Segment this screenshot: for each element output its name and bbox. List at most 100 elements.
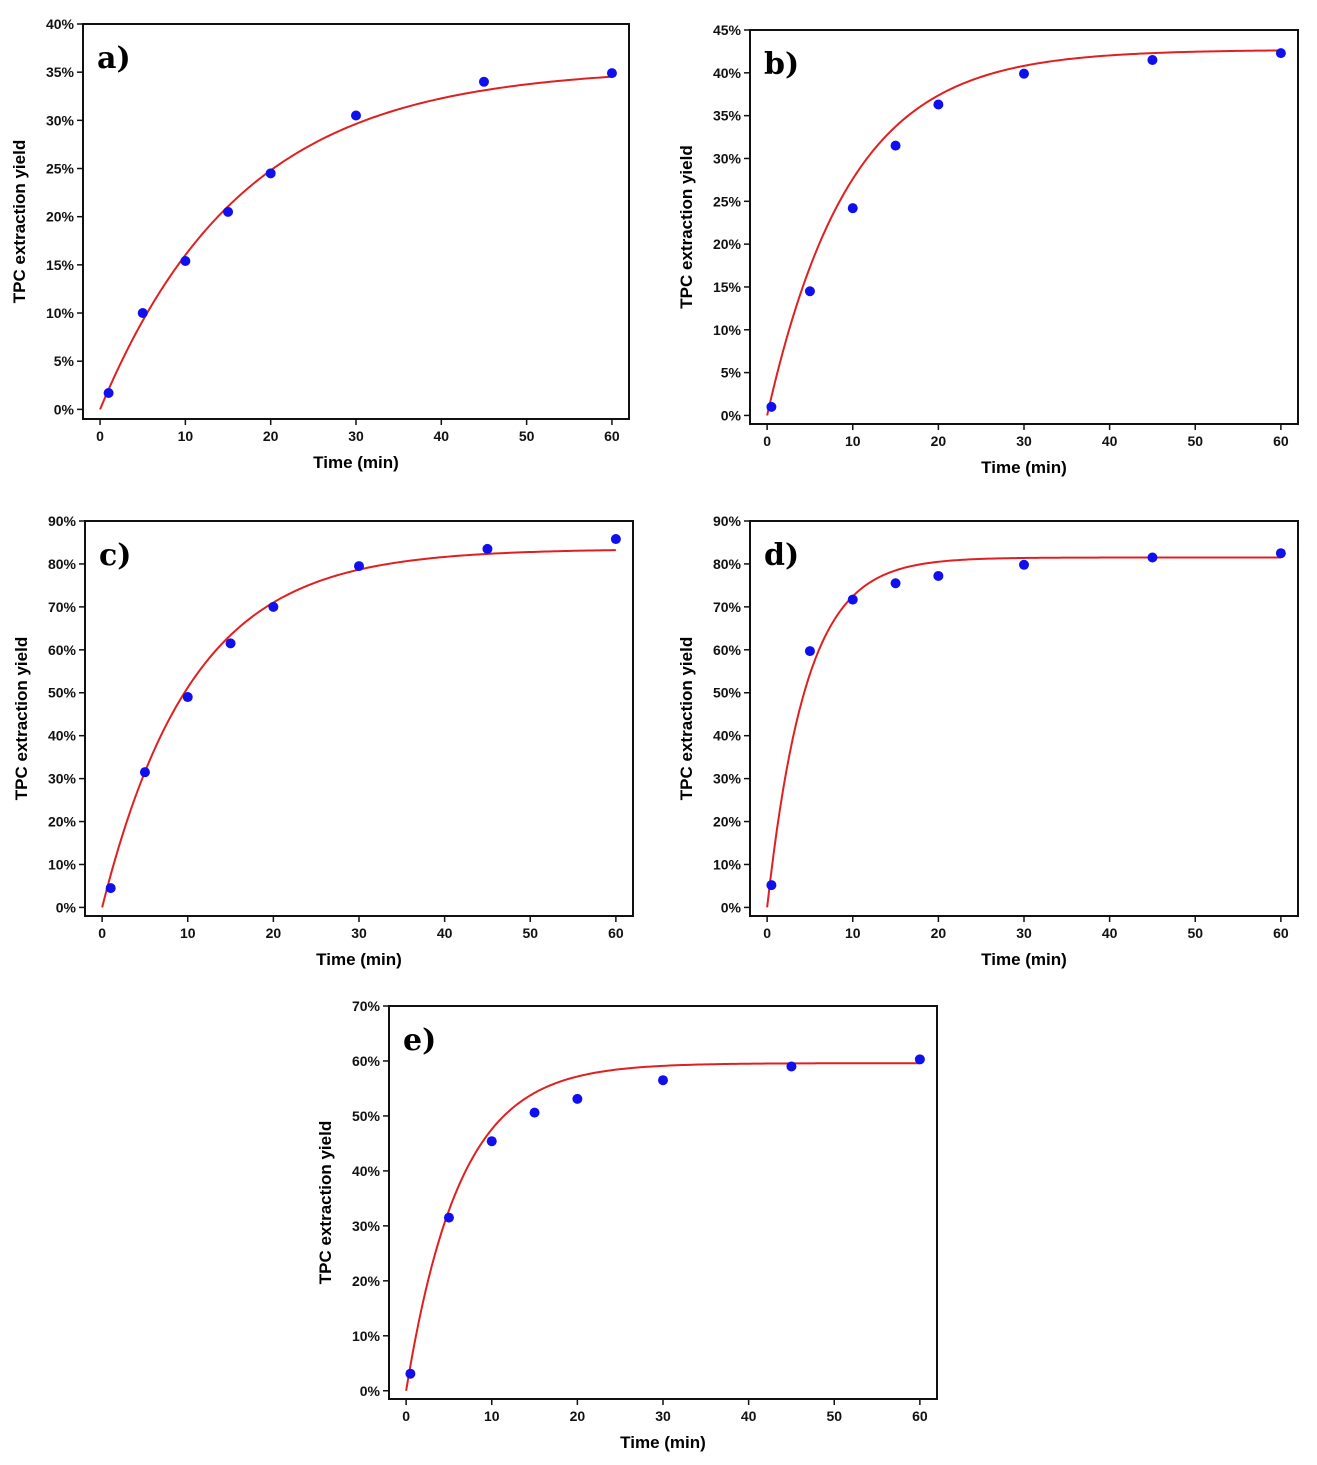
x-axis-title: Time (min) — [981, 950, 1067, 969]
y-tick-label: 30% — [713, 150, 742, 166]
y-tick-label: 40% — [46, 16, 75, 32]
data-point — [786, 1061, 797, 1072]
x-axis-title: Time (min) — [313, 453, 399, 472]
x-axis-title: Time (min) — [981, 458, 1067, 477]
y-tick-label: 35% — [713, 108, 742, 124]
data-point — [572, 1093, 583, 1104]
y-axis-title: TPC extraction yield — [10, 140, 29, 303]
y-tick-label: 90% — [713, 513, 742, 529]
data-point — [354, 561, 364, 572]
chart-panel: 0 10 20 30 40 50 60 0% 10% 20% 30% 40% 50% 60% 70% Time… — [316, 998, 938, 1452]
y-tick-label: 40% — [48, 728, 77, 744]
y-tick-label: 60% — [713, 642, 742, 658]
chart-panel: 0 10 20 30 40 50 60 0% 5% 10% 15% 20% 25% 30% 35% 40% Ti… — [10, 16, 630, 472]
x-tick-label: 20 — [931, 925, 947, 941]
x-tick-label: 10 — [178, 428, 194, 444]
y-tick-label: 0% — [360, 1383, 381, 1399]
y-tick-label: 80% — [713, 556, 742, 572]
x-tick-label: 20 — [263, 428, 279, 444]
x-tick-label: 0 — [763, 433, 771, 449]
y-tick-label: 10% — [713, 856, 742, 872]
x-axis-title: Time (min) — [316, 950, 402, 969]
data-point — [103, 387, 114, 398]
x-tick-label: 40 — [741, 1408, 757, 1424]
data-point — [137, 308, 148, 319]
x-tick-label: 30 — [348, 428, 364, 444]
data-point — [606, 68, 617, 79]
y-tick-label: 70% — [48, 599, 77, 615]
data-point — [405, 1368, 416, 1379]
data-point — [139, 767, 150, 778]
y-tick-label: 10% — [46, 305, 75, 321]
panel-label: e) — [403, 1023, 436, 1058]
data-point — [890, 578, 901, 589]
data-point — [914, 1054, 925, 1065]
data-point — [933, 570, 944, 581]
x-axis-title: Time (min) — [620, 1433, 706, 1452]
data-point — [847, 203, 858, 214]
panel-label: b) — [764, 47, 799, 82]
x-tick-label: 40 — [437, 925, 453, 941]
y-tick-label: 60% — [48, 642, 77, 658]
panel-label: d) — [764, 538, 799, 573]
y-tick-label: 15% — [713, 279, 742, 295]
data-point — [478, 76, 489, 87]
y-tick-label: 0% — [54, 401, 75, 417]
data-point — [933, 99, 944, 110]
fit-curve — [405, 1062, 920, 1391]
data-point — [890, 140, 901, 151]
x-tick-label: 60 — [1273, 925, 1289, 941]
y-tick-label: 70% — [352, 998, 381, 1014]
y-tick-label: 70% — [713, 599, 742, 615]
y-tick-label: 25% — [46, 161, 75, 177]
x-tick-label: 30 — [351, 925, 367, 941]
x-tick-label: 10 — [484, 1408, 500, 1424]
data-point — [529, 1107, 540, 1118]
x-tick-label: 0 — [763, 925, 771, 941]
y-tick-label: 90% — [48, 513, 77, 529]
x-tick-label: 50 — [522, 925, 538, 941]
y-tick-label: 20% — [46, 209, 75, 225]
data-point — [658, 1075, 668, 1086]
x-tick-label: 50 — [826, 1408, 842, 1424]
y-axis-title: TPC extraction yield — [316, 1121, 335, 1284]
y-tick-label: 10% — [48, 856, 77, 872]
data-point — [610, 534, 621, 545]
x-tick-label: 10 — [845, 433, 861, 449]
panel-label: a) — [97, 41, 131, 76]
x-tick-label: 50 — [1187, 433, 1203, 449]
x-tick-label: 10 — [845, 925, 861, 941]
y-tick-label: 80% — [48, 556, 77, 572]
x-tick-label: 40 — [1102, 433, 1118, 449]
data-point — [1019, 68, 1029, 79]
x-tick-label: 30 — [1016, 925, 1032, 941]
data-point — [804, 646, 815, 657]
panel-label: c) — [99, 538, 131, 573]
x-tick-label: 60 — [604, 428, 620, 444]
y-tick-label: 60% — [352, 1053, 381, 1069]
x-tick-label: 20 — [266, 925, 282, 941]
y-tick-label: 10% — [713, 322, 742, 338]
y-tick-label: 50% — [713, 685, 742, 701]
x-tick-label: 60 — [608, 925, 624, 941]
plot-frame — [749, 520, 1299, 917]
data-point — [180, 256, 191, 266]
x-tick-label: 20 — [931, 433, 947, 449]
y-tick-label: 30% — [48, 771, 77, 787]
data-point — [443, 1212, 454, 1223]
y-tick-label: 30% — [352, 1218, 381, 1234]
x-tick-label: 30 — [1016, 433, 1032, 449]
y-tick-label: 30% — [46, 112, 75, 128]
data-point — [1275, 48, 1286, 59]
x-tick-label: 40 — [434, 428, 450, 444]
x-tick-label: 20 — [570, 1408, 586, 1424]
data-point — [1147, 54, 1158, 65]
y-tick-label: 20% — [713, 814, 742, 830]
x-tick-label: 60 — [1273, 433, 1289, 449]
y-tick-label: 35% — [46, 64, 75, 80]
x-tick-label: 50 — [1187, 925, 1203, 941]
plot-frame — [82, 23, 630, 420]
data-point — [105, 883, 116, 894]
data-point — [1019, 559, 1029, 570]
